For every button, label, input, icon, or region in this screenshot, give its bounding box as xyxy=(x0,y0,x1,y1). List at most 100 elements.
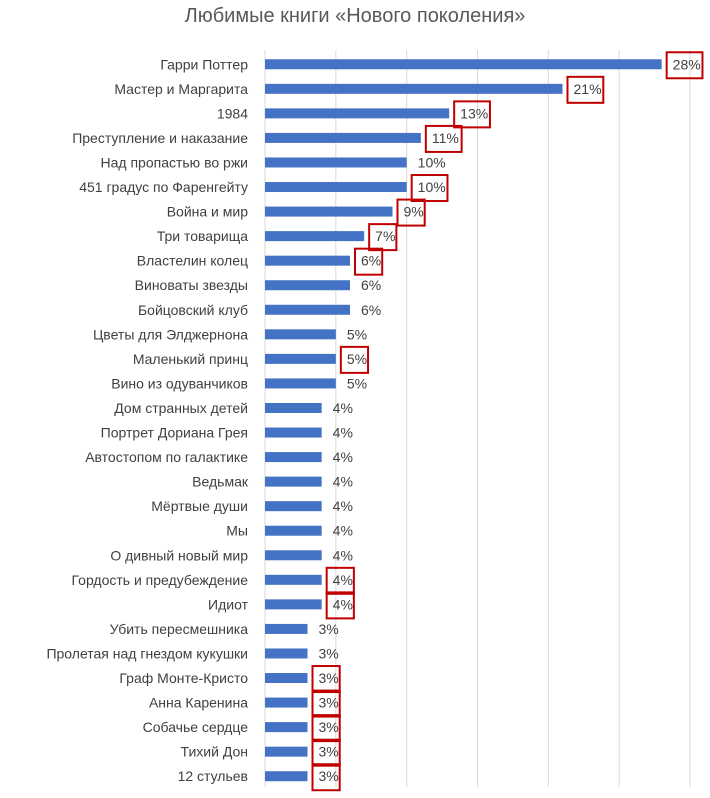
category-label: Мастер и Маргарита xyxy=(114,81,248,97)
chart-title: Любимые книги «Нового поколения» xyxy=(185,5,526,27)
value-label: 3% xyxy=(319,768,339,784)
bar xyxy=(265,231,365,242)
value-label: 3% xyxy=(319,621,339,637)
value-label: 4% xyxy=(333,400,353,416)
category-label: Портрет Дориана Грея xyxy=(101,425,248,441)
bar xyxy=(265,574,322,585)
bar xyxy=(265,108,450,119)
value-label: 3% xyxy=(319,670,339,686)
highlight-box xyxy=(396,198,426,227)
bar xyxy=(265,353,336,364)
bar xyxy=(265,501,322,512)
bar xyxy=(265,599,322,610)
highlight-box xyxy=(325,591,355,620)
highlight-box xyxy=(311,689,341,718)
category-label: Убить пересмешника xyxy=(110,621,249,637)
bar xyxy=(265,329,336,340)
category-label: Автостопом по галактике xyxy=(85,449,248,465)
value-label: 7% xyxy=(375,228,395,244)
bar xyxy=(265,83,563,94)
value-label: 5% xyxy=(347,351,367,367)
bar xyxy=(265,280,350,291)
value-label: 3% xyxy=(319,719,339,735)
value-label: 10% xyxy=(418,179,446,195)
category-label: Три товарища xyxy=(157,228,248,244)
bar xyxy=(265,182,407,193)
category-label: О дивный новый мир xyxy=(110,547,248,563)
category-label: Мёртвые души xyxy=(151,498,248,514)
bar xyxy=(265,722,308,733)
highlight-box xyxy=(311,665,341,694)
labels: Гарри Поттер 28% Мастер и Маргарита 21% 1984… xyxy=(46,51,704,792)
highlight-box xyxy=(311,763,341,792)
value-label: 4% xyxy=(333,425,353,441)
value-label: 4% xyxy=(333,547,353,563)
category-label: Над пропастью во ржи xyxy=(101,154,249,170)
bar xyxy=(265,255,350,266)
bar xyxy=(265,476,322,487)
value-label: 3% xyxy=(319,695,339,711)
highlight-box xyxy=(424,124,463,153)
bar xyxy=(265,157,407,168)
value-label: 10% xyxy=(418,154,446,170)
highlight-box xyxy=(311,738,341,767)
category-label: Гарри Поттер xyxy=(160,56,248,72)
bar xyxy=(265,402,322,413)
highlight-box xyxy=(410,174,449,203)
bar xyxy=(265,673,308,684)
category-label: Идиот xyxy=(208,596,249,612)
value-label: 4% xyxy=(333,523,353,539)
category-label: Виноваты звезды xyxy=(135,277,248,293)
highlight-box xyxy=(665,51,704,80)
value-label: 3% xyxy=(319,744,339,760)
bar xyxy=(265,525,322,536)
highlight-box xyxy=(566,75,605,104)
bar xyxy=(265,623,308,634)
bar xyxy=(265,304,350,315)
category-label: Вино из одуванчиков xyxy=(111,375,248,391)
bar xyxy=(265,550,322,561)
category-label: Маленький принц xyxy=(133,351,248,367)
bar xyxy=(265,132,421,143)
category-label: Собачье сердце xyxy=(143,719,249,735)
highlight-box xyxy=(453,100,491,129)
value-label: 4% xyxy=(333,449,353,465)
category-label: Цветы для Элджернона xyxy=(93,326,248,342)
bar xyxy=(265,648,308,659)
category-label: Анна Каренина xyxy=(149,695,248,711)
bar xyxy=(265,378,336,389)
highlight-box xyxy=(339,345,370,374)
highlight-box xyxy=(325,566,355,595)
highlight-box xyxy=(354,247,384,276)
category-label: Ведьмак xyxy=(192,474,249,490)
value-label: 6% xyxy=(361,302,381,318)
value-label: 21% xyxy=(574,81,602,97)
value-label: 28% xyxy=(673,56,701,72)
bar xyxy=(265,59,662,70)
bar xyxy=(265,697,308,708)
bar xyxy=(265,452,322,463)
bar xyxy=(265,746,308,757)
bars xyxy=(265,59,662,782)
value-label: 13% xyxy=(460,105,488,121)
value-label: 5% xyxy=(347,326,367,342)
category-label: Тихий Дон xyxy=(181,744,248,760)
value-label: 3% xyxy=(319,645,339,661)
value-label: 6% xyxy=(361,253,381,269)
category-label: Пролетая над гнездом кукушки xyxy=(46,645,248,661)
value-label: 9% xyxy=(404,204,424,220)
bar xyxy=(265,427,322,438)
value-label: 4% xyxy=(333,596,353,612)
category-label: 1984 xyxy=(217,105,248,121)
category-label: Гордость и предубеждение xyxy=(72,572,249,588)
category-label: Война и мир xyxy=(167,204,249,220)
value-label: 4% xyxy=(333,572,353,588)
value-label: 6% xyxy=(361,277,381,293)
category-label: Дом странных детей xyxy=(114,400,248,416)
category-label: 12 стульев xyxy=(178,768,248,784)
value-label: 5% xyxy=(347,375,367,391)
gridlines xyxy=(264,50,691,787)
highlight-box xyxy=(311,714,341,743)
value-label: 11% xyxy=(432,130,459,146)
bar xyxy=(265,771,308,782)
